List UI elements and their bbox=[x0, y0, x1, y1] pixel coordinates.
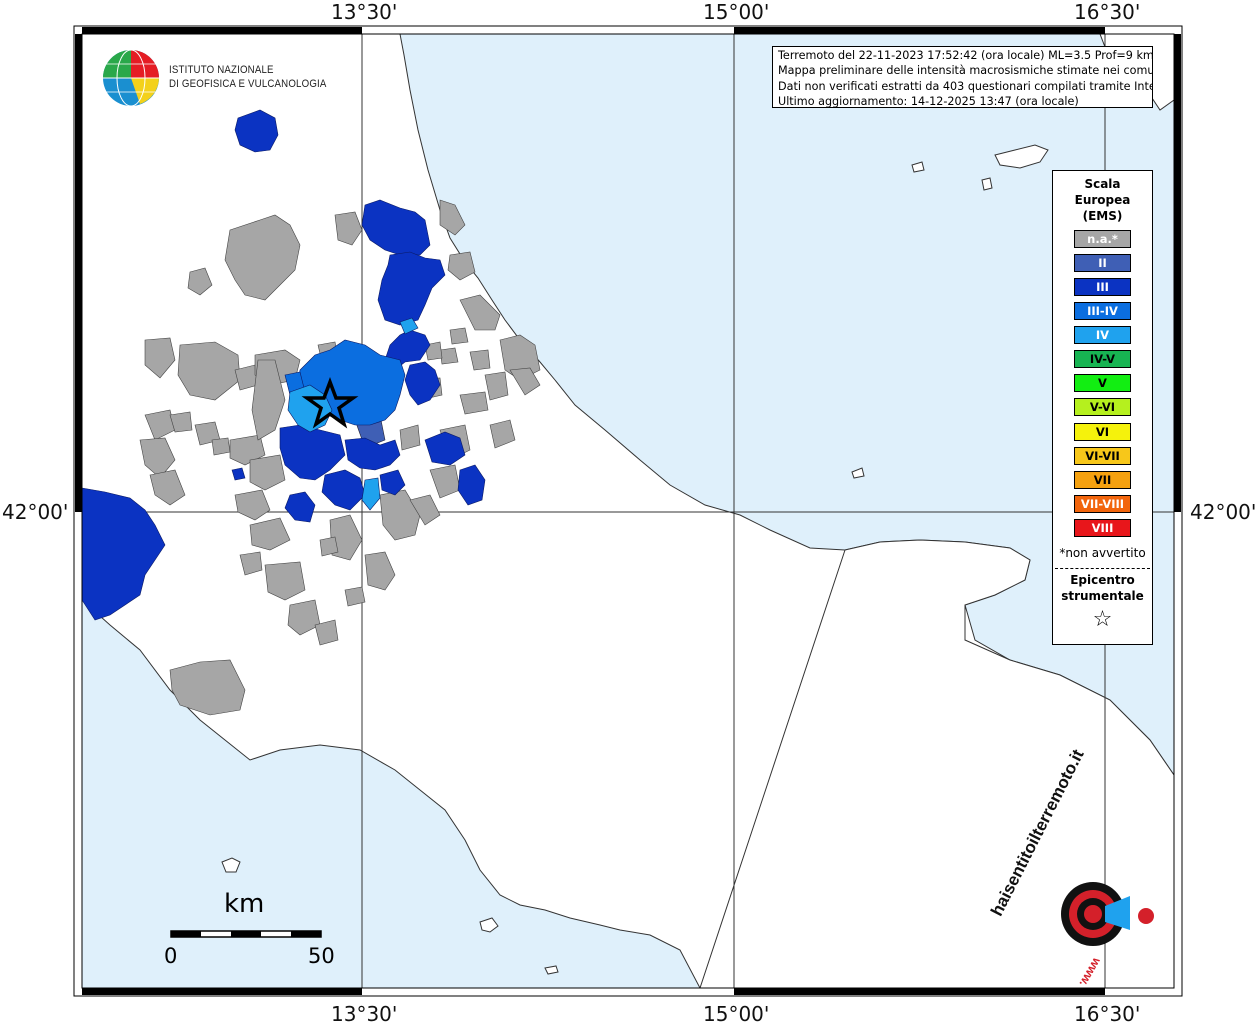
scale-max-label: 50 bbox=[308, 944, 335, 968]
event-info-line-3: Dati non verificati estratti da 403 ques… bbox=[778, 79, 1153, 93]
lat-label-left: 42°00' bbox=[2, 500, 69, 524]
legend-item-III-IV: III-IV bbox=[1074, 302, 1131, 320]
legend-item-III: III bbox=[1074, 278, 1131, 296]
legend-item-IV-V: IV-V bbox=[1074, 350, 1131, 368]
legend-item-VII: VII bbox=[1074, 471, 1131, 489]
epicenter-marker bbox=[301, 377, 359, 429]
island-lastovo bbox=[994, 144, 1049, 169]
legend-epicenter-line-1: Epicentro bbox=[1070, 573, 1135, 587]
island-tremiti bbox=[851, 467, 865, 479]
map-frame bbox=[73, 25, 1183, 997]
lon-label-bottom-2: 15°00' bbox=[703, 1002, 770, 1026]
legend-star-icon: ☆ bbox=[1092, 607, 1113, 632]
lon-label-top-3: 16°30' bbox=[1074, 0, 1141, 24]
legend-item-V-VI: V-VI bbox=[1074, 398, 1131, 416]
legend-item-na: n.a.* bbox=[1074, 230, 1131, 248]
legend-title: Scala Europea (EMS) bbox=[1053, 176, 1152, 224]
legend-item-V: V bbox=[1074, 374, 1131, 392]
legend-item-VI: VI bbox=[1074, 423, 1131, 441]
scale-unit-label: km bbox=[224, 889, 265, 919]
lon-label-bottom-3: 16°30' bbox=[1074, 1002, 1141, 1026]
legend-item-II: II bbox=[1074, 254, 1131, 272]
event-info-line-1: Terremoto del 22-11-2023 17:52:42 (ora l… bbox=[778, 49, 1153, 62]
institute-line-2: DI GEOFISICA E VULCANOLOGIA bbox=[169, 78, 327, 90]
lon-label-top-1: 13°30' bbox=[331, 0, 398, 24]
legend-item-VII-VIII: VII-VIII bbox=[1074, 495, 1131, 513]
legend-epicenter-line-2: strumentale bbox=[1061, 589, 1144, 603]
tyrrhenian-sea bbox=[82, 599, 701, 988]
island-capri bbox=[544, 965, 559, 975]
legend-item-VI-VII: VI-VII bbox=[1074, 447, 1131, 465]
event-info-box: Terremoto del 22-11-2023 17:52:42 (ora l… bbox=[772, 46, 1153, 108]
island-ischia bbox=[479, 917, 499, 933]
legend-item-VIII: VIII bbox=[1074, 519, 1131, 537]
event-info-line-2: Mappa preliminare delle intensità macros… bbox=[778, 64, 1153, 78]
legend-item-IV: IV bbox=[1074, 326, 1131, 344]
legend-title-line-3: (EMS) bbox=[1082, 209, 1123, 223]
institute-name: ISTITUTO NAZIONALE DI GEOFISICA E VULCAN… bbox=[169, 63, 327, 91]
island-ponza bbox=[221, 857, 241, 873]
scale-min-label: 0 bbox=[164, 944, 178, 968]
island-small-1 bbox=[981, 177, 993, 191]
ems-legend: Scala Europea (EMS) n.a.* II III III-IV … bbox=[1052, 170, 1153, 645]
legend-footnote: *non avvertito bbox=[1059, 546, 1146, 560]
legend-title-line-2: Europea bbox=[1074, 193, 1131, 207]
ems-III-areas bbox=[82, 109, 486, 621]
gargano-land bbox=[699, 539, 1174, 988]
scale-bar bbox=[170, 930, 322, 938]
event-info-line-4: Ultimo aggiornamento: 14-12-2025 13:47 (… bbox=[778, 94, 1079, 108]
legend-title-line-1: Scala bbox=[1084, 177, 1121, 191]
ingv-logo bbox=[103, 49, 159, 107]
lon-label-top-2: 15°00' bbox=[703, 0, 770, 24]
legend-divider bbox=[1055, 568, 1150, 569]
institute-line-1: ISTITUTO NAZIONALE bbox=[169, 64, 274, 76]
lat-label-right: 42°00' bbox=[1190, 500, 1255, 524]
adriatic-sea bbox=[399, 34, 1174, 776]
legend-epicenter-label: Epicentro strumentale bbox=[1053, 572, 1152, 604]
lon-label-bottom-1: 13°30' bbox=[331, 1002, 398, 1026]
island-small-2 bbox=[911, 161, 925, 173]
hsl-logo bbox=[1061, 882, 1154, 946]
